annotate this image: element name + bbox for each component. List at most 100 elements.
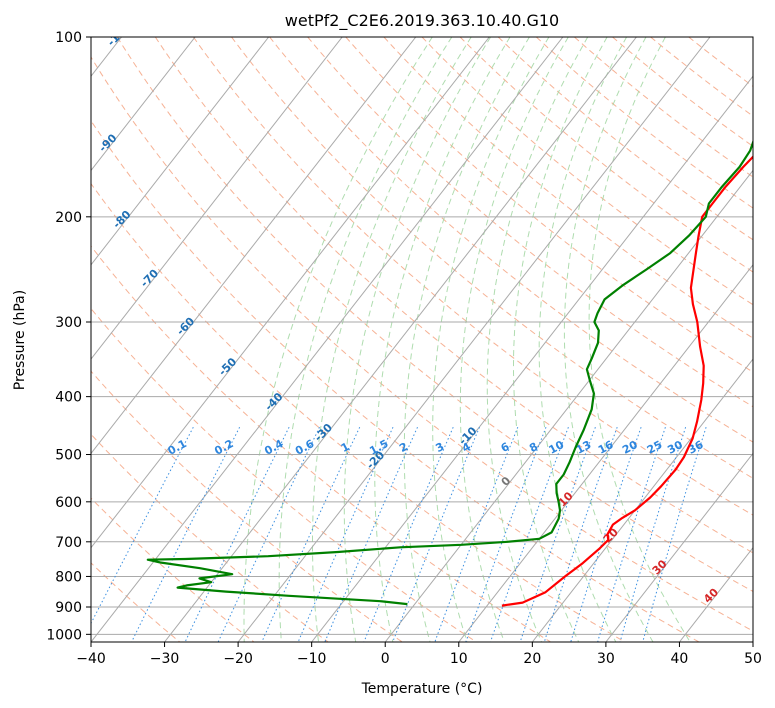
x-tick-label: −10 <box>297 651 327 667</box>
dry-adiabat-line <box>345 37 753 373</box>
isotherm-line <box>91 37 196 172</box>
isotherm-line <box>679 546 753 642</box>
dry-adiabat-label: 40 <box>701 585 721 605</box>
x-tick-label: −20 <box>223 651 253 667</box>
mixing-ratio-line <box>465 427 547 642</box>
isotherm-line <box>91 37 270 266</box>
moist-adiabat-line <box>459 37 569 642</box>
mixing-ratio-line <box>217 426 320 642</box>
isotherm-line <box>384 169 753 642</box>
moist-adiabat-line <box>278 37 453 642</box>
dry-adiabat-line <box>574 37 753 178</box>
dry-adiabat-line <box>421 37 753 306</box>
mixing-ratio-label: 2 <box>397 440 410 455</box>
dry-adiabat-label: -70 <box>138 267 161 290</box>
isotherm-line <box>458 263 753 642</box>
isotherm-line <box>91 37 564 642</box>
x-tick-label: −30 <box>150 651 180 667</box>
dry-adiabat-label: -80 <box>110 208 133 231</box>
moist-adiabat-line <box>563 37 654 642</box>
mixing-ratio-label: 25 <box>645 438 665 457</box>
mixing-ratio-line <box>324 426 418 642</box>
dry-adiabat-line <box>91 245 551 642</box>
chart-title: wetPf2_C2E6.2019.363.10.40.G10 <box>285 11 559 31</box>
mixing-ratio-line <box>261 426 361 642</box>
mixing-ratio-label: 8 <box>527 440 540 455</box>
isotherm-line <box>91 37 490 549</box>
dry-adiabat-line <box>91 56 753 632</box>
moist-adiabat-line <box>243 37 433 642</box>
isotherm-line <box>91 37 343 360</box>
dry-adiabat-line <box>307 37 753 408</box>
x-tick-label: −40 <box>76 651 106 667</box>
isotherm-line <box>164 37 637 642</box>
dry-adiabat-line <box>497 37 753 241</box>
dry-adiabat-label: -60 <box>174 314 197 337</box>
x-tick-label: 10 <box>450 651 468 667</box>
dry-adiabat-line <box>192 37 753 516</box>
isotherm-line <box>605 452 753 642</box>
dry-adiabat-line <box>91 307 477 642</box>
moist-adiabat-line <box>432 37 550 642</box>
dry-adiabat-line <box>116 37 753 593</box>
x-tick-label: 20 <box>523 651 541 667</box>
mixing-ratio-line <box>131 426 241 642</box>
dry-adiabat-line <box>91 497 255 642</box>
y-tick-label: 200 <box>55 210 82 226</box>
mixing-ratio-label: 16 <box>596 438 616 457</box>
mixing-ratio-label: 3 <box>433 440 446 455</box>
mixing-ratio-line <box>434 427 519 642</box>
dry-adiabat-label: 0 <box>499 474 514 489</box>
temperature-profile-line <box>501 155 753 607</box>
dry-adiabat-line <box>383 37 753 339</box>
x-tick-label: 50 <box>744 651 762 667</box>
mixing-ratio-line <box>363 426 454 642</box>
dry-adiabat-label: -40 <box>262 390 285 413</box>
mixing-ratio-line <box>642 427 707 642</box>
mixing-ratio-line <box>543 427 618 642</box>
y-tick-label: 1000 <box>46 627 82 643</box>
mixing-ratio-line <box>570 427 642 642</box>
mixing-ratio-line <box>91 426 194 625</box>
y-tick-label: 300 <box>55 315 82 331</box>
moist-adiabat-line <box>588 37 691 642</box>
moist-adiabat-line <box>312 37 472 642</box>
isotherm-line <box>531 358 753 642</box>
y-axis-label: Pressure (hPa) <box>12 290 28 390</box>
dry-adiabat-line <box>535 37 753 209</box>
y-tick-label: 600 <box>55 495 82 511</box>
mixing-ratio-label: 20 <box>620 438 640 457</box>
isotherm-line <box>752 641 753 642</box>
x-tick-label: 30 <box>597 651 615 667</box>
isotherm-line <box>311 75 753 642</box>
dry-adiabat-label: -100 <box>105 20 134 49</box>
mixing-ratio-label: 13 <box>574 438 594 457</box>
y-tick-label: 100 <box>55 30 82 46</box>
y-tick-label: 900 <box>55 600 82 616</box>
mixing-ratio-line <box>490 427 569 642</box>
dry-adiabat-label: -90 <box>96 131 119 154</box>
mixing-ratio-line <box>392 427 480 642</box>
x-axis-label: Temperature (°C) <box>361 681 483 697</box>
y-axis: 100 200 300 400 500 600 700 800 900 1000 <box>46 30 91 643</box>
mixing-ratio-label: 30 <box>665 438 685 457</box>
isotherm-line <box>91 37 417 455</box>
plot-frame <box>90 36 754 643</box>
x-tick-label: 40 <box>671 651 689 667</box>
moist-adiabat-line <box>374 37 511 642</box>
x-tick-label: 0 <box>381 651 390 667</box>
moist-adiabat-line <box>486 37 589 642</box>
y-tick-label: 500 <box>55 448 82 464</box>
dry-adiabat-line <box>688 37 753 87</box>
dewpoint-profile-line <box>146 139 753 606</box>
mixing-ratio-label: 10 <box>547 438 567 457</box>
y-tick-label: 400 <box>55 390 82 406</box>
dry-adiabat-line <box>91 433 329 642</box>
mixing-ratio-line <box>597 427 666 642</box>
dry-adiabat-line <box>91 119 700 642</box>
moist-adiabat-line <box>538 37 628 642</box>
dry-adiabat-line <box>459 37 753 273</box>
mixing-ratio-line <box>184 426 290 642</box>
mixing-ratio-line <box>297 426 394 642</box>
